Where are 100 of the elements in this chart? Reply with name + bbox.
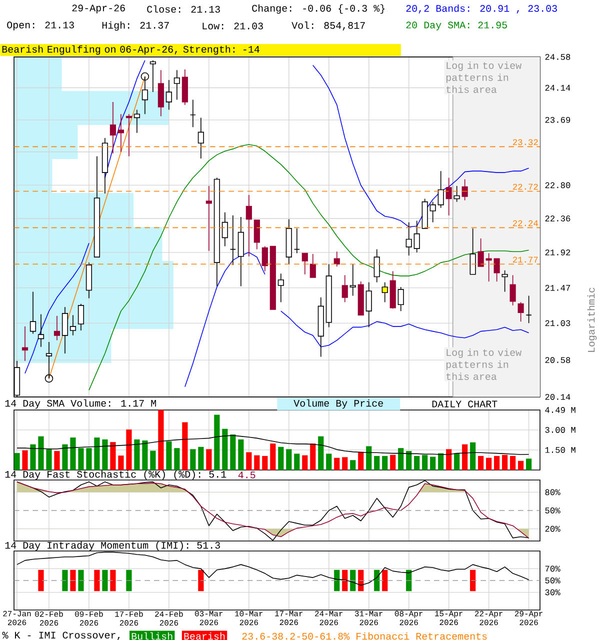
bar [150, 450, 156, 470]
bar [342, 457, 348, 470]
bar [238, 439, 244, 470]
bar [350, 460, 356, 470]
bar [110, 442, 116, 470]
bar [174, 448, 180, 470]
text: Low: 21.03 [202, 22, 263, 30]
bar [470, 442, 476, 470]
candlestick [438, 170, 444, 208]
candlestick [158, 70, 164, 117]
candlestick [446, 177, 452, 216]
candlestick [262, 246, 268, 272]
y-tick-label: 24.58 [545, 54, 570, 60]
candlestick [30, 291, 36, 334]
bar [222, 428, 228, 470]
bar [486, 458, 492, 470]
y-tick-label: 21.03 [545, 320, 570, 326]
candlestick [350, 264, 356, 296]
x-tick-label: 24-Feb 2026 [155, 610, 183, 626]
bar [366, 446, 372, 470]
chart-title: 14 Day Intraday Momentum (IMI): 51.3 [5, 541, 220, 551]
bar [270, 444, 276, 470]
text: 23.6-38.2-50-61.8% Fibonacci Retracements [242, 632, 487, 640]
candlestick [430, 201, 436, 223]
x-tick-label: 22-Apr 2026 [474, 610, 502, 626]
candlestick [374, 248, 380, 283]
ref-line-label: 23.32 [513, 139, 538, 146]
bar [62, 444, 68, 470]
bar [318, 436, 324, 470]
bar [190, 449, 196, 470]
x-tick-label: 24-Mar 2026 [315, 610, 343, 626]
bar [462, 444, 468, 470]
bar [134, 439, 140, 470]
candlestick [254, 220, 260, 250]
bar [46, 449, 52, 470]
x-tick-label: 17-Mar 2026 [275, 610, 303, 626]
y-tick-label: 50% [545, 508, 560, 514]
text: Volume By Price [294, 399, 383, 409]
candlestick [62, 306, 68, 354]
y-tick-label: 20.58 [545, 357, 570, 364]
bar [38, 436, 44, 470]
text: 20,2 Bands: 20.91 , 23.03 [406, 4, 557, 14]
bar [334, 458, 340, 470]
bar [446, 449, 452, 470]
bar [478, 456, 484, 470]
candlestick [166, 80, 172, 110]
candlestick [294, 228, 300, 254]
candlestick [510, 274, 516, 306]
bar [518, 460, 524, 470]
candlestick [342, 274, 348, 303]
candlestick [190, 99, 196, 128]
y-tick-label: 70% [545, 566, 560, 572]
y-tick-label: 22.80 [545, 182, 570, 188]
candlestick [222, 212, 228, 247]
candlestick [206, 186, 212, 252]
bar [54, 451, 60, 470]
candlestick [174, 70, 180, 100]
bar [502, 454, 508, 470]
bar [126, 430, 132, 470]
bar [182, 422, 188, 470]
candlestick [502, 270, 508, 292]
y-tick-label: 4.49 M [545, 407, 576, 413]
bar [158, 410, 164, 470]
bar [382, 456, 388, 470]
chart-title: Bearish Engulfing on 06-Apr-26, Strength: -14 [2, 45, 260, 55]
candlestick [366, 282, 372, 328]
candlestick [110, 102, 116, 154]
candlestick [494, 258, 500, 282]
bar [246, 452, 252, 470]
candlestick [198, 117, 204, 159]
candlestick [454, 186, 460, 202]
candlestick [78, 303, 84, 331]
bar [30, 444, 36, 470]
text: 20 Day SMA: 21.95 [406, 22, 507, 30]
bar [406, 451, 412, 470]
candlestick [478, 238, 484, 267]
bar [302, 455, 308, 470]
text: High: 21.37 [102, 21, 169, 31]
bar [206, 449, 212, 470]
x-tick-label: 08-Apr 2026 [394, 610, 423, 626]
bar [78, 448, 84, 470]
text: DAILY CHART [432, 400, 498, 408]
x-tick-label: 29-Apr 2026 [514, 610, 542, 626]
x-tick-label: 03-Mar 2026 [195, 610, 223, 626]
chart-title: 14 Day Fast Stochastic (%K) (%D): 5.1 [5, 470, 226, 480]
y-tick-label: 21.92 [545, 249, 570, 256]
bar [430, 456, 436, 470]
bar [142, 440, 148, 470]
bar [118, 456, 124, 470]
ref-line-label: 22.72 [513, 184, 538, 190]
bar [438, 453, 444, 470]
bar [166, 441, 172, 470]
candlestick [462, 178, 468, 201]
bar [70, 438, 76, 470]
y-tick-label: 21.47 [545, 284, 570, 291]
bar [414, 456, 420, 470]
annotation: Log in to view patterns in this area [446, 348, 522, 380]
bar [294, 454, 300, 470]
bar [390, 454, 396, 470]
bar [14, 453, 20, 470]
